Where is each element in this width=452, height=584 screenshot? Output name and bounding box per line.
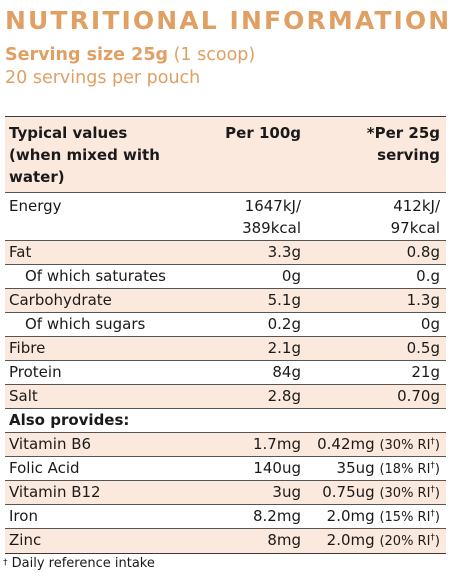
row-per100: 2.1g xyxy=(267,339,301,357)
table-row: Of which saturates 0g 0.g xyxy=(5,265,446,289)
row-ri-close: ) xyxy=(434,438,440,453)
row-label: Protein xyxy=(9,363,62,381)
dagger-mark: † xyxy=(430,485,435,495)
row-per25-value: 0.42mg xyxy=(317,435,375,453)
dagger-mark: † xyxy=(430,533,435,543)
table-row: Fat 3.3g 0.8g xyxy=(5,241,446,265)
also-provides-label: Also provides: xyxy=(9,411,130,429)
row-per25-value: 0.75ug xyxy=(322,483,375,501)
row-label: Fat xyxy=(9,243,32,261)
row-per25-value: 2.0mg xyxy=(326,531,375,549)
page-title: NUTRITIONAL INFORMATION xyxy=(5,6,452,35)
row-per100: 84g xyxy=(272,363,301,381)
dagger-mark: † xyxy=(430,461,435,471)
row-per25: 2.0mg (15% RI†) xyxy=(327,507,440,525)
row-label: Of which saturates xyxy=(25,267,166,285)
table-row: Of which sugars 0.2g 0g xyxy=(5,313,446,337)
nutrition-table: Typical values (when mixed with water) P… xyxy=(5,116,446,554)
serving-size: Serving size 25g (1 scoop) xyxy=(5,45,255,65)
row-ri: (30% RI xyxy=(379,486,431,501)
row-per100: 140ug xyxy=(253,459,301,477)
row-ri: (18% RI xyxy=(379,462,431,477)
energy-per25: 412kJ/ 97kcal xyxy=(391,195,440,239)
row-ri-close: ) xyxy=(434,486,440,501)
header-typical-values: Typical values (when mixed with water) xyxy=(9,122,160,188)
serving-size-bold: Serving size 25g xyxy=(5,45,169,65)
energy-per100-kj: 1647kJ/ xyxy=(244,197,301,215)
table-header-row: Typical values (when mixed with water) P… xyxy=(5,117,446,193)
energy-per100: 1647kJ/ 389kcal xyxy=(242,195,301,239)
row-per25: 0.42mg (30% RI†) xyxy=(317,435,440,453)
row-ri-close: ) xyxy=(434,534,440,549)
footnote-text: Daily reference intake xyxy=(7,556,155,571)
footnote-dagger: † xyxy=(3,558,8,568)
header-col3-line1: *Per 25g xyxy=(366,124,440,142)
header-per-100g: Per 100g xyxy=(225,124,301,142)
table-row: Folic Acid 140ug 35ug (18% RI†) xyxy=(5,457,446,481)
row-per25: 0.75ug (30% RI†) xyxy=(322,483,440,501)
row-per25: 0.70g xyxy=(397,387,440,405)
row-ri: (30% RI xyxy=(379,438,431,453)
row-per25: 21g xyxy=(411,363,440,381)
dagger-mark: † xyxy=(430,509,435,519)
dagger-mark: † xyxy=(430,437,435,447)
header-col1-line3: water) xyxy=(9,168,65,186)
also-provides-row: Also provides: xyxy=(5,409,446,433)
row-label: Of which sugars xyxy=(25,315,146,333)
row-per25: 1.3g xyxy=(406,291,440,309)
row-per100: 2.8g xyxy=(267,387,301,405)
energy-label: Energy xyxy=(9,197,62,215)
row-per25: 35ug (18% RI†) xyxy=(337,459,440,477)
table-row: Zinc 8mg 2.0mg (20% RI†) xyxy=(5,529,446,553)
row-label: Carbohydrate xyxy=(9,291,112,309)
energy-per100-kcal: 389kcal xyxy=(242,219,301,237)
row-per25: 0.5g xyxy=(406,339,440,357)
row-per25-value: 2.0mg xyxy=(326,507,375,525)
row-ri-close: ) xyxy=(434,462,440,477)
row-per100: 1.7mg xyxy=(253,435,301,453)
row-per100: 5.1g xyxy=(267,291,301,309)
table-row: Protein 84g 21g xyxy=(5,361,446,385)
header-per-25g: *Per 25g serving xyxy=(367,122,440,166)
row-label: Zinc xyxy=(9,531,42,549)
energy-per25-kj: 412kJ/ xyxy=(393,197,440,215)
table-row: Vitamin B6 1.7mg 0.42mg (30% RI†) xyxy=(5,433,446,457)
footnote: † Daily reference intake xyxy=(3,556,155,571)
serving-size-rest: (1 scoop) xyxy=(168,45,256,65)
table-row: Iron 8.2mg 2.0mg (15% RI†) xyxy=(5,505,446,529)
row-ri: (15% RI xyxy=(379,510,431,525)
row-label: Salt xyxy=(9,387,38,405)
row-per100: 3.3g xyxy=(267,243,301,261)
row-per25: 0.8g xyxy=(406,243,440,261)
row-label: Vitamin B6 xyxy=(9,435,92,453)
row-ri: (20% RI xyxy=(379,534,431,549)
row-ri-close: ) xyxy=(434,510,440,525)
header-col1-line2: (when mixed with xyxy=(9,146,160,164)
table-row-energy: Energy 1647kJ/ 389kcal 412kJ/ 97kcal xyxy=(5,193,446,241)
row-label: Fibre xyxy=(9,339,46,357)
row-per100: 0g xyxy=(281,267,301,285)
row-label: Folic Acid xyxy=(9,459,80,477)
energy-per25-kcal: 97kcal xyxy=(390,219,440,237)
row-label: Iron xyxy=(9,507,38,525)
table-row: Fibre 2.1g 0.5g xyxy=(5,337,446,361)
row-per100: 3ug xyxy=(272,483,301,501)
row-per25: 0g xyxy=(420,315,440,333)
servings-per-pouch: 20 servings per pouch xyxy=(5,68,201,88)
header-col3-line2: serving xyxy=(377,146,440,164)
row-per25-value: 35ug xyxy=(336,459,375,477)
row-per100: 8mg xyxy=(267,531,301,549)
row-label: Vitamin B12 xyxy=(9,483,101,501)
row-per25: 2.0mg (20% RI†) xyxy=(327,531,440,549)
table-row: Carbohydrate 5.1g 1.3g xyxy=(5,289,446,313)
header-col1-line1: Typical values xyxy=(9,124,128,142)
table-row: Vitamin B12 3ug 0.75ug (30% RI†) xyxy=(5,481,446,505)
table-row: Salt 2.8g 0.70g xyxy=(5,385,446,409)
row-per100: 8.2mg xyxy=(253,507,301,525)
row-per100: 0.2g xyxy=(267,315,301,333)
row-per25: 0.g xyxy=(416,267,440,285)
